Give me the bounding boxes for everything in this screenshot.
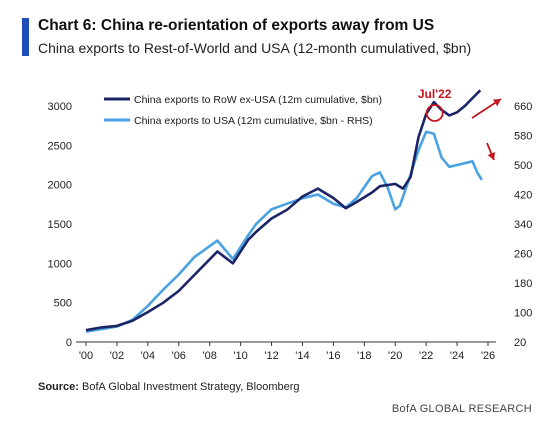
y-left-tick-label: 1500	[48, 219, 72, 231]
source-label: Source:	[38, 381, 79, 393]
y-left-tick-label: 2500	[48, 140, 72, 152]
y-right-tick-label: 420	[514, 190, 532, 202]
y-right-tick-label: 260	[514, 249, 532, 261]
y-left-tick-label: 2000	[48, 180, 72, 192]
x-tick-label: '22	[419, 350, 433, 362]
x-tick-label: '00	[79, 350, 93, 362]
series-line-usa	[85, 130, 483, 333]
y-right-tick-label: 180	[514, 278, 532, 290]
x-tick-label: '20	[388, 350, 402, 362]
chart-subtitle: China exports to Rest-of-World and USA (…	[38, 40, 472, 56]
x-tick-label: '04	[141, 350, 155, 362]
x-tick-label: '12	[264, 350, 278, 362]
legend-label-row: China exports to RoW ex-USA (12m cumulat…	[134, 94, 382, 106]
y-right-tick-label: 580	[514, 131, 532, 143]
y-right-tick-label: 100	[514, 308, 532, 320]
x-tick-label: '10	[233, 350, 247, 362]
y-left-tick-label: 1000	[48, 258, 72, 270]
title-accent-bar	[22, 18, 29, 56]
y-left-tick-label: 0	[66, 337, 72, 349]
legend-label-usa: China exports to USA (12m cumulative, $b…	[134, 115, 373, 127]
x-tick-label: '16	[326, 350, 340, 362]
y-left-tick-label: 3000	[48, 101, 72, 113]
x-tick-label: '06	[172, 350, 186, 362]
y-left-tick-label: 500	[54, 298, 72, 310]
x-tick-label: '26	[481, 350, 495, 362]
x-tick-label: '18	[357, 350, 371, 362]
annotation-circle	[425, 104, 444, 122]
x-tick-label: '14	[295, 350, 309, 362]
y-right-tick-label: 660	[514, 101, 532, 113]
y-right-tick-label: 20	[514, 337, 526, 349]
brand-footer: BofA GLOBAL RESEARCH	[391, 403, 532, 415]
x-tick-label: '02	[110, 350, 124, 362]
source-text: BofA Global Investment Strategy, Bloombe…	[82, 381, 300, 393]
x-tick-label: '08	[203, 350, 217, 362]
y-right-tick-label: 500	[514, 160, 532, 172]
chart-title: Chart 6: China re-orientation of exports…	[38, 17, 435, 34]
x-tick-label: '24	[450, 350, 464, 362]
y-right-tick-label: 340	[514, 219, 532, 231]
annotation-label: Jul'22	[418, 87, 452, 101]
source-note: Source: BofA Global Investment Strategy,…	[38, 381, 300, 393]
arrow-up-head	[493, 99, 501, 107]
arrow-down-head	[487, 152, 495, 160]
